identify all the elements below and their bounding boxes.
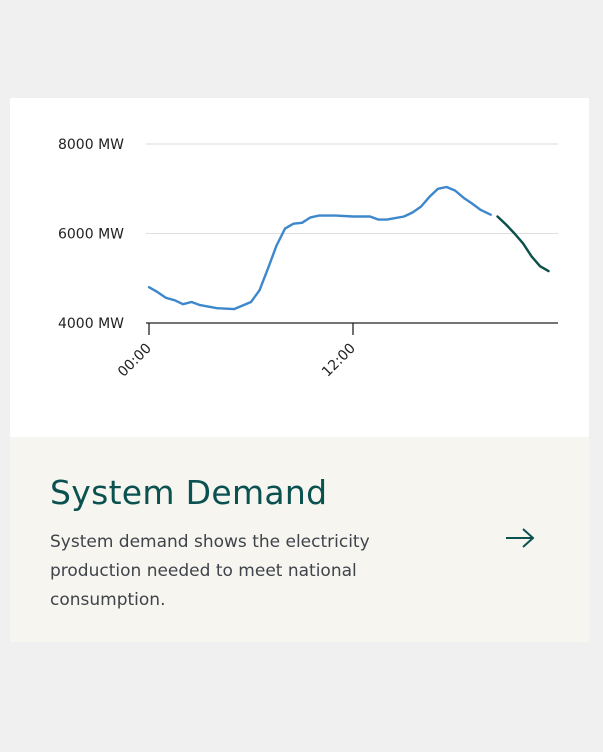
series-line-actual — [147, 185, 492, 311]
card-description: System demand shows the electricity prod… — [50, 532, 370, 610]
x-tick-label: 12:00 — [319, 341, 359, 381]
x-tick-label: 00:00 — [115, 341, 155, 381]
series-line-forecast — [496, 215, 550, 273]
card-title: System Demand — [50, 473, 328, 512]
y-tick-label: 6000 MW — [58, 227, 124, 243]
info-section: System Demand System demand shows the el… — [10, 437, 589, 642]
arrow-right-icon[interactable] — [504, 527, 536, 549]
demand-chart: 4000 MW 6000 MW 8000 MW 00:00 12:00 — [58, 137, 558, 381]
system-demand-card[interactable]: 4000 MW 6000 MW 8000 MW 00:00 12:00 System D… — [10, 98, 589, 642]
y-tick-label: 4000 MW — [58, 316, 124, 332]
y-tick-label: 8000 MW — [58, 137, 124, 153]
